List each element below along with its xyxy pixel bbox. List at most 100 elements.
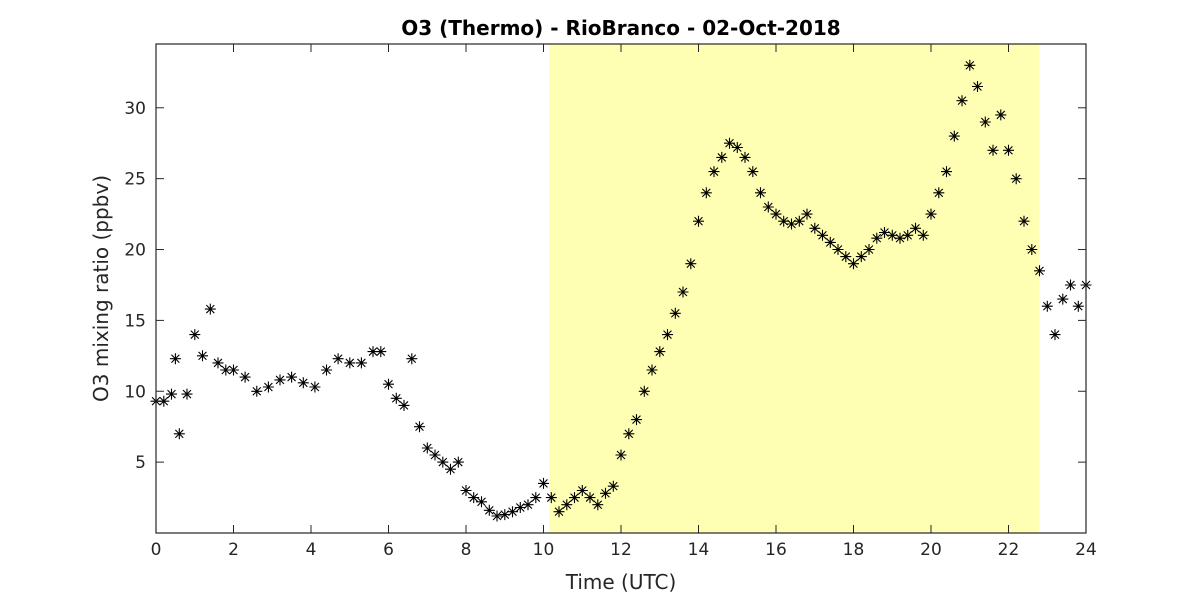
data-point [693, 215, 704, 227]
data-point [1003, 144, 1014, 156]
data-point [181, 388, 193, 400]
x-tick-label: 4 [306, 540, 317, 560]
x-tick-label: 8 [461, 540, 472, 560]
data-point [979, 116, 991, 128]
data-point [452, 456, 464, 468]
data-point [592, 499, 604, 511]
data-point [421, 442, 433, 454]
data-point [189, 329, 201, 341]
data-point [677, 286, 689, 298]
data-point [615, 449, 627, 461]
data-point [941, 166, 952, 178]
y-tick-label: 15 [124, 311, 146, 331]
data-point [654, 346, 666, 358]
y-axis-label: O3 mixing ratio (ppbv) [89, 175, 113, 402]
data-point [274, 374, 286, 386]
data-point [398, 399, 410, 411]
data-point [1018, 215, 1030, 227]
data-point [1057, 293, 1069, 305]
data-point [514, 502, 526, 513]
data-point [355, 357, 367, 369]
data-point [1041, 300, 1053, 312]
data-point [832, 244, 844, 255]
data-point [158, 395, 170, 407]
data-point [538, 477, 549, 489]
data-point [468, 492, 480, 504]
data-point [204, 303, 216, 315]
data-point [708, 166, 720, 178]
data-point [778, 215, 790, 227]
x-tick-label: 18 [843, 540, 865, 560]
x-tick-label: 22 [998, 540, 1020, 560]
y-tick-label: 30 [124, 99, 146, 119]
data-point [483, 504, 495, 516]
data-point [197, 350, 208, 362]
data-point [383, 378, 394, 390]
data-point [499, 509, 511, 521]
data-point [607, 480, 619, 492]
data-point [576, 485, 588, 496]
data-point [762, 201, 774, 213]
x-tick-label: 0 [151, 540, 162, 560]
data-point [212, 357, 224, 369]
data-point [437, 456, 449, 468]
y-tick-label: 20 [124, 241, 146, 261]
data-point [770, 208, 782, 220]
data-point [817, 229, 828, 241]
data-point [933, 187, 945, 199]
x-tick-label: 20 [920, 540, 942, 560]
data-point [669, 307, 681, 319]
x-tick-label: 14 [688, 540, 710, 560]
data-point [600, 487, 611, 499]
data-point [429, 449, 441, 461]
x-tick-label: 24 [1075, 540, 1097, 560]
data-point [375, 346, 387, 358]
x-tick-label: 12 [610, 540, 632, 560]
data-point [1072, 300, 1084, 312]
data-point [367, 346, 379, 358]
data-point [414, 421, 425, 433]
data-point [724, 137, 735, 149]
data-point [700, 187, 712, 199]
data-point [638, 385, 650, 397]
data-point [507, 506, 518, 518]
data-point [964, 59, 976, 71]
data-point [297, 377, 309, 389]
x-axis-label: Time (UTC) [565, 570, 677, 594]
data-point [491, 510, 503, 522]
data-point [948, 130, 960, 142]
daytime-shaded-region [549, 44, 1040, 533]
data-point [972, 81, 983, 92]
data-point [332, 353, 344, 365]
data-point [871, 232, 883, 244]
data-point [987, 144, 999, 156]
x-tick-label: 6 [383, 540, 394, 560]
data-point [530, 492, 542, 504]
data-point [824, 236, 836, 248]
data-point [522, 499, 534, 511]
data-point [584, 492, 596, 504]
data-point [286, 371, 298, 383]
data-point [747, 166, 759, 178]
data-markers [150, 59, 1092, 522]
data-point [886, 229, 898, 241]
data-point [902, 229, 914, 241]
data-point [755, 187, 766, 199]
data-point [309, 381, 321, 393]
data-point [460, 485, 472, 496]
x-axis-ticks: 0 2 4 6 8 10 12 14 16 18 20 22 24 [151, 44, 1097, 560]
data-point [476, 496, 487, 508]
data-point [569, 492, 580, 504]
data-point [1010, 173, 1022, 185]
data-point [321, 364, 332, 376]
data-point [390, 392, 402, 404]
data-point [646, 364, 658, 376]
data-point [917, 229, 929, 241]
data-point [1065, 279, 1076, 291]
data-point [855, 251, 867, 263]
data-point [561, 499, 573, 511]
data-point [925, 208, 937, 220]
data-point [809, 222, 821, 234]
data-point [545, 492, 557, 504]
